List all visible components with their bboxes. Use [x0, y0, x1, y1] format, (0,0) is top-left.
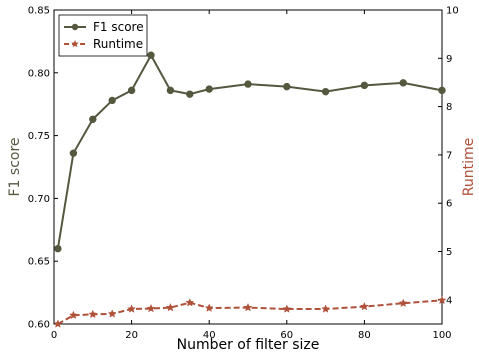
y-axis-label-right: Runtime: [461, 138, 477, 196]
runtime-point: [398, 298, 408, 307]
runtime-point: [282, 304, 292, 313]
f1-score-point: [127, 86, 136, 95]
f1-score-point: [360, 81, 369, 90]
y-tick-label-right: 5: [446, 247, 452, 258]
x-tick-label: 0: [51, 330, 57, 341]
legend-marker-runtime: [71, 40, 79, 48]
legend-label-f1-score: F1 score: [93, 20, 144, 34]
x-tick-label: 80: [358, 330, 371, 341]
x-axis-label: Number of filter size: [177, 337, 320, 352]
runtime-point: [68, 310, 78, 320]
legend-label-runtime: Runtime: [93, 37, 143, 51]
y-axis-label-left: F1 score: [7, 137, 23, 196]
runtime-point: [437, 295, 447, 305]
f1-score-point: [244, 80, 252, 88]
y-tick-label-right: 10: [446, 6, 459, 17]
runtime-line: [57, 299, 443, 325]
x-tick-label: 100: [432, 330, 451, 341]
runtime-point: [185, 298, 195, 307]
f1-score-point: [54, 244, 62, 253]
y-tick-label-right: 4: [446, 295, 452, 306]
f1-score-point: [186, 90, 194, 98]
f1-score-point: [147, 51, 155, 59]
f1-score-point: [69, 149, 78, 157]
legend-marker-f1-score: [71, 23, 79, 31]
runtime-point: [127, 304, 137, 313]
x-tick-label: 40: [203, 330, 216, 341]
y-tick-label-left: 0.70: [28, 194, 50, 205]
y-tick-label-left: 0.65: [28, 257, 50, 268]
y-tick-label-right: 6: [446, 199, 452, 210]
runtime-point: [107, 309, 117, 318]
runtime-point: [53, 319, 63, 328]
x-tick-label: 20: [125, 330, 138, 341]
y-tick-label-left: 0.75: [28, 131, 50, 142]
f1-score-point: [283, 82, 291, 91]
runtime-point: [88, 309, 98, 319]
runtime-point: [146, 303, 156, 313]
plot-frame: [53, 9, 443, 325]
runtime-point: [359, 301, 369, 311]
y-tick-label-right: 9: [446, 54, 452, 65]
f1-score-point: [205, 85, 213, 93]
legend-box: [58, 14, 148, 57]
runtime-point: [204, 303, 214, 312]
runtime-point: [165, 302, 175, 312]
y-tick-label-left: 0.85: [28, 6, 50, 17]
f1-score-point: [108, 96, 116, 105]
runtime-point: [321, 304, 331, 313]
x-tick-label: 60: [280, 330, 293, 341]
y-tick-label-left: 0.60: [28, 320, 50, 331]
y-tick-label-right: 7: [446, 150, 452, 161]
y-tick-label-left: 0.80: [28, 68, 50, 79]
runtime-point: [243, 302, 253, 312]
f1-score-point: [321, 87, 330, 96]
f1-score-point: [89, 115, 97, 123]
y-tick-label-right: 8: [446, 102, 452, 113]
f1-score-point: [399, 79, 407, 87]
f1-score-point: [438, 86, 446, 95]
f1-score-point: [166, 86, 175, 95]
